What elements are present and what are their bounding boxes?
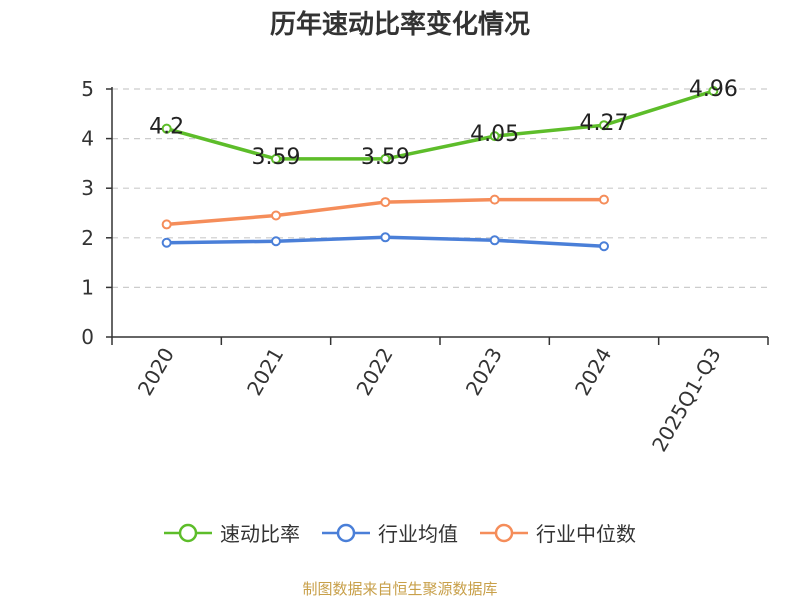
data-point-series-0	[271, 153, 281, 164]
y-tick-label: 4	[81, 127, 94, 151]
data-point-series-1	[271, 236, 281, 247]
legend-swatch-series-1	[322, 523, 370, 542]
data-point-series-1	[380, 232, 391, 243]
data-label-series-0: 4.05	[470, 122, 519, 147]
x-tick-label: 2022	[351, 344, 397, 400]
legend-label-series-2: 行业中位数	[536, 522, 636, 546]
data-point-series-0	[599, 120, 609, 131]
x-tick-label: 2025Q1-Q3	[647, 344, 726, 456]
data-point-series-2	[271, 210, 281, 221]
data-point-series-0	[161, 123, 172, 134]
x-tick-label: 2020	[133, 344, 179, 400]
data-label-series-0: 4.96	[689, 77, 738, 102]
legend-swatch-series-0	[164, 523, 212, 542]
data-point-series-2	[599, 194, 609, 205]
data-point-series-1	[161, 237, 172, 248]
legend-item-series-2[interactable]: 行业中位数	[480, 518, 636, 547]
data-point-series-0	[489, 131, 500, 142]
data-label-series-0: 3.59	[361, 145, 410, 170]
legend-label-series-1: 行业均值	[378, 522, 458, 546]
data-source-note: 制图数据来自恒生聚源数据库	[302, 580, 498, 598]
chart-legend: 速动比率 行业均值 行业中位数	[0, 518, 800, 547]
data-point-series-0	[380, 153, 391, 164]
y-tick-label: 0	[81, 325, 94, 349]
y-tick-label: 5	[81, 77, 94, 101]
data-point-series-1	[599, 241, 609, 252]
y-tick-label: 1	[81, 275, 94, 299]
data-point-series-1	[489, 235, 500, 246]
legend-label-series-0: 速动比率	[220, 522, 300, 546]
data-point-series-0	[708, 85, 719, 96]
data-label-series-0: 4.2	[149, 115, 184, 140]
data-point-series-2	[380, 197, 391, 208]
data-point-series-2	[161, 219, 172, 230]
series-line-0	[166, 89, 714, 161]
x-tick-label: 2021	[242, 344, 288, 400]
y-tick-label: 3	[81, 176, 94, 200]
x-tick-label: 2023	[461, 343, 507, 399]
legend-item-series-0[interactable]: 速动比率	[164, 518, 300, 547]
legend-swatch-series-2	[480, 523, 528, 542]
data-label-series-0: 4.27	[580, 111, 629, 136]
data-point-series-2	[489, 194, 500, 205]
data-label-series-0: 3.59	[252, 145, 301, 170]
legend-item-series-1[interactable]: 行业均值	[322, 518, 458, 547]
line-chart: 0 1 2 3 4 5 2020 2021 2022 2023 2024 2025Q1-Q3 4.2 3.…	[81, 77, 769, 456]
chart-title: 历年速动比率变化情况	[269, 10, 530, 40]
x-tick-label: 2024	[570, 344, 616, 400]
y-tick-label: 2	[81, 226, 94, 250]
